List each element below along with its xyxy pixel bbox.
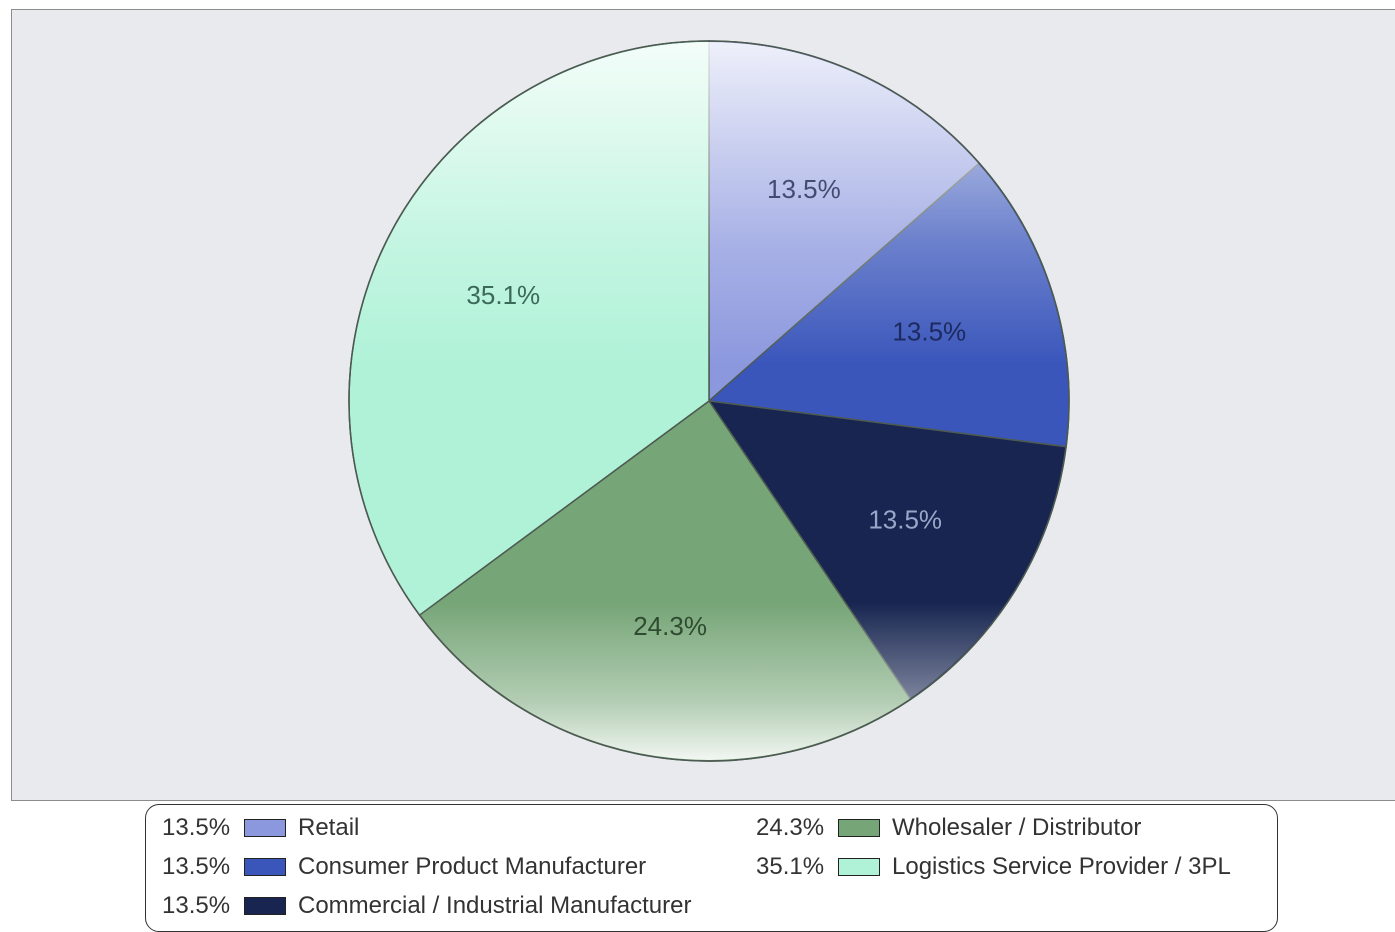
legend-swatch	[244, 819, 286, 837]
pie-slice-label-wholesaler-distributor: 24.3%	[633, 611, 707, 641]
pie-slice-label-retail: 13.5%	[767, 174, 841, 204]
legend-percent: 13.5%	[162, 853, 231, 880]
pie-slice-label-commercial-industrial-manufacturer: 13.5%	[868, 505, 942, 535]
legend-entry-wholesaler-distributor: 24.3% Wholesaler / Distributor	[756, 813, 1141, 843]
pie-slice-label-consumer-product-manufacturer: 13.5%	[892, 316, 966, 346]
legend-entry-logistics-service-provider-3pl: 35.1% Logistics Service Provider / 3PL	[756, 852, 1231, 882]
legend: 13.5% Retail 13.5% Consumer Product Manufac…	[145, 804, 1278, 932]
pie-chart: 13.5% 13.5% 13.5% 24.3% 35.1%	[348, 40, 1070, 762]
legend-swatch	[838, 858, 880, 876]
pie-outline	[348, 40, 1070, 762]
legend-percent: 13.5%	[162, 814, 231, 841]
legend-label: Retail	[298, 814, 360, 841]
pie-gloss-overlay	[350, 42, 1068, 760]
legend-entry-retail: 13.5% Retail	[162, 813, 359, 843]
legend-percent: 24.3%	[756, 814, 825, 841]
chart-plot-area: 13.5% 13.5% 13.5% 24.3% 35.1%	[11, 9, 1395, 801]
legend-label: Commercial / Industrial Manufacturer	[298, 892, 692, 919]
legend-swatch	[244, 897, 286, 915]
legend-swatch	[838, 819, 880, 837]
legend-entry-consumer-product-manufacturer: 13.5% Consumer Product Manufacturer	[162, 852, 646, 882]
legend-entry-commercial-industrial-manufacturer: 13.5% Commercial / Industrial Manufacture…	[162, 891, 691, 921]
legend-swatch	[244, 858, 286, 876]
legend-percent: 13.5%	[162, 892, 231, 919]
legend-label: Wholesaler / Distributor	[892, 814, 1142, 841]
pie-slice-label-logistics-service-provider-3pl: 35.1%	[466, 280, 540, 310]
legend-label: Logistics Service Provider / 3PL	[892, 853, 1231, 880]
legend-percent: 35.1%	[756, 853, 825, 880]
legend-label: Consumer Product Manufacturer	[298, 853, 647, 880]
